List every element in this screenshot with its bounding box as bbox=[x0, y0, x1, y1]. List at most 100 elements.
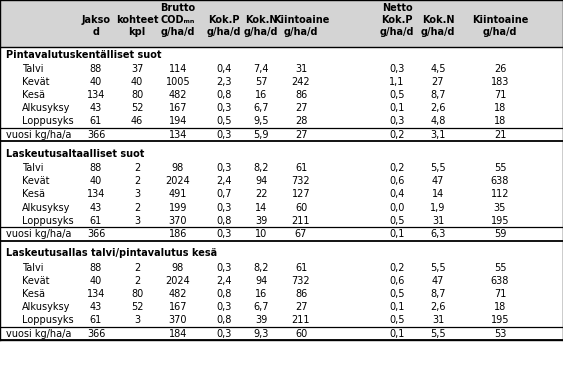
Text: Kesä: Kesä bbox=[22, 189, 45, 200]
Text: 114: 114 bbox=[169, 63, 187, 74]
Text: 482: 482 bbox=[169, 289, 187, 299]
Text: 31: 31 bbox=[432, 216, 444, 226]
Text: 86: 86 bbox=[295, 90, 307, 100]
Text: 47: 47 bbox=[432, 276, 444, 286]
Text: 2024: 2024 bbox=[166, 176, 190, 186]
Text: 184: 184 bbox=[169, 329, 187, 339]
Text: 3: 3 bbox=[134, 189, 140, 200]
Text: 18: 18 bbox=[494, 302, 506, 312]
Text: 366: 366 bbox=[87, 229, 105, 239]
Text: 27: 27 bbox=[295, 130, 307, 140]
Text: 194: 194 bbox=[169, 116, 187, 126]
Text: 134: 134 bbox=[169, 130, 187, 140]
Text: 199: 199 bbox=[169, 203, 187, 213]
Text: 88: 88 bbox=[90, 163, 102, 173]
Text: 2,3: 2,3 bbox=[216, 77, 232, 87]
Text: 9,5: 9,5 bbox=[253, 116, 269, 126]
Text: vuosi kg/ha/a: vuosi kg/ha/a bbox=[6, 229, 72, 239]
Text: 40: 40 bbox=[90, 77, 102, 87]
Text: 61: 61 bbox=[90, 116, 102, 126]
Text: 60: 60 bbox=[295, 329, 307, 339]
Text: 94: 94 bbox=[255, 276, 267, 286]
Text: 52: 52 bbox=[131, 302, 143, 312]
Text: Talvi: Talvi bbox=[22, 263, 43, 273]
Text: g/ha/d: g/ha/d bbox=[207, 27, 242, 37]
Text: Talvi: Talvi bbox=[22, 163, 43, 173]
Text: 4,8: 4,8 bbox=[430, 116, 446, 126]
Text: Kok.P: Kok.P bbox=[208, 15, 240, 25]
Text: 366: 366 bbox=[87, 329, 105, 339]
Text: 0,3: 0,3 bbox=[216, 103, 232, 113]
Text: 40: 40 bbox=[90, 176, 102, 186]
Text: 6,7: 6,7 bbox=[253, 103, 269, 113]
Text: Laskeutusallas talvi/pintavalutus kesä: Laskeutusallas talvi/pintavalutus kesä bbox=[6, 249, 217, 259]
Text: 195: 195 bbox=[491, 216, 510, 226]
Text: 14: 14 bbox=[432, 189, 444, 200]
Text: 46: 46 bbox=[131, 116, 143, 126]
Text: Kevät: Kevät bbox=[22, 176, 50, 186]
Text: 27: 27 bbox=[295, 302, 307, 312]
Text: g/ha/d: g/ha/d bbox=[482, 27, 517, 37]
Text: 0,8: 0,8 bbox=[216, 315, 232, 326]
Text: 88: 88 bbox=[90, 63, 102, 74]
Text: 0,5: 0,5 bbox=[389, 216, 405, 226]
Text: 211: 211 bbox=[292, 315, 310, 326]
Text: 3,1: 3,1 bbox=[430, 130, 446, 140]
Text: Jakso: Jakso bbox=[82, 15, 110, 25]
Text: 4,5: 4,5 bbox=[430, 63, 446, 74]
Text: 186: 186 bbox=[169, 229, 187, 239]
Text: vuosi kg/ha/a: vuosi kg/ha/a bbox=[6, 329, 72, 339]
Text: Loppusyks: Loppusyks bbox=[22, 315, 74, 326]
Text: 732: 732 bbox=[292, 276, 310, 286]
Text: 0,5: 0,5 bbox=[389, 90, 405, 100]
Text: 0,0: 0,0 bbox=[389, 203, 405, 213]
Text: CODₘₙ: CODₘₙ bbox=[161, 15, 195, 25]
Text: 112: 112 bbox=[491, 189, 510, 200]
Text: 8,7: 8,7 bbox=[430, 289, 446, 299]
Text: 10: 10 bbox=[255, 229, 267, 239]
Text: 35: 35 bbox=[494, 203, 506, 213]
Text: 638: 638 bbox=[491, 276, 509, 286]
Text: 0,3: 0,3 bbox=[216, 329, 232, 339]
Text: 366: 366 bbox=[87, 130, 105, 140]
Text: Netto: Netto bbox=[382, 3, 412, 13]
Text: 18: 18 bbox=[494, 103, 506, 113]
Text: 6,3: 6,3 bbox=[430, 229, 446, 239]
Text: 40: 40 bbox=[90, 276, 102, 286]
Text: 211: 211 bbox=[292, 216, 310, 226]
Text: g/ha/d: g/ha/d bbox=[380, 27, 414, 37]
Text: 134: 134 bbox=[87, 90, 105, 100]
Text: 21: 21 bbox=[494, 130, 506, 140]
Text: 242: 242 bbox=[292, 77, 310, 87]
Text: 0,1: 0,1 bbox=[389, 103, 405, 113]
Text: 55: 55 bbox=[494, 163, 506, 173]
Text: 127: 127 bbox=[292, 189, 310, 200]
Text: Kesä: Kesä bbox=[22, 289, 45, 299]
Text: Alkusyksy: Alkusyksy bbox=[22, 203, 70, 213]
Text: 98: 98 bbox=[172, 163, 184, 173]
Text: 1,9: 1,9 bbox=[430, 203, 446, 213]
Text: 2: 2 bbox=[134, 203, 140, 213]
Text: 0,5: 0,5 bbox=[389, 289, 405, 299]
Text: 0,3: 0,3 bbox=[216, 163, 232, 173]
Text: 39: 39 bbox=[255, 315, 267, 326]
Text: 0,3: 0,3 bbox=[216, 229, 232, 239]
Text: 67: 67 bbox=[295, 229, 307, 239]
Text: Loppusyks: Loppusyks bbox=[22, 216, 74, 226]
Text: Alkusyksy: Alkusyksy bbox=[22, 302, 70, 312]
Text: 9,3: 9,3 bbox=[253, 329, 269, 339]
Text: 88: 88 bbox=[90, 263, 102, 273]
Text: 31: 31 bbox=[432, 315, 444, 326]
Text: kpl: kpl bbox=[128, 27, 146, 37]
Text: 3: 3 bbox=[134, 315, 140, 326]
Text: 8,7: 8,7 bbox=[430, 90, 446, 100]
Text: 61: 61 bbox=[295, 163, 307, 173]
Text: 0,6: 0,6 bbox=[389, 276, 405, 286]
Text: 2: 2 bbox=[134, 176, 140, 186]
Text: Kok.P: Kok.P bbox=[381, 15, 413, 25]
Text: 5,5: 5,5 bbox=[430, 163, 446, 173]
Text: 8,2: 8,2 bbox=[253, 263, 269, 273]
Text: 0,2: 0,2 bbox=[389, 163, 405, 173]
Text: 0,3: 0,3 bbox=[216, 263, 232, 273]
Text: g/ha/d: g/ha/d bbox=[244, 27, 278, 37]
